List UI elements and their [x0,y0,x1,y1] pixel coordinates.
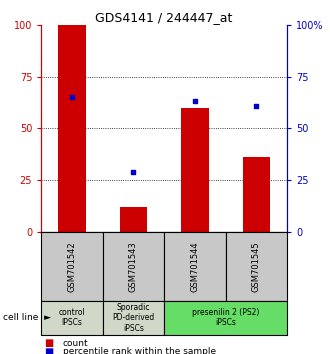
Text: cell line  ►: cell line ► [3,313,51,322]
Point [254,103,259,108]
Bar [243,157,270,232]
Text: GSM701544: GSM701544 [190,241,199,292]
Title: GDS4141 / 244447_at: GDS4141 / 244447_at [95,11,233,24]
Text: GSM701542: GSM701542 [67,241,77,292]
Text: ■: ■ [45,347,54,354]
Point [192,98,198,104]
Text: ■: ■ [45,338,54,348]
Text: GSM701545: GSM701545 [252,241,261,292]
Text: GSM701543: GSM701543 [129,241,138,292]
Text: presenilin 2 (PS2)
iPSCs: presenilin 2 (PS2) iPSCs [192,308,259,327]
Bar [181,108,209,232]
Text: count: count [63,339,88,348]
Text: Sporadic
PD-derived
iPSCs: Sporadic PD-derived iPSCs [112,303,154,333]
Bar [119,207,147,232]
Point [69,95,75,100]
Text: percentile rank within the sample: percentile rank within the sample [63,347,216,354]
Text: control
IPSCs: control IPSCs [59,308,85,327]
Point [131,169,136,175]
Bar [58,25,86,232]
